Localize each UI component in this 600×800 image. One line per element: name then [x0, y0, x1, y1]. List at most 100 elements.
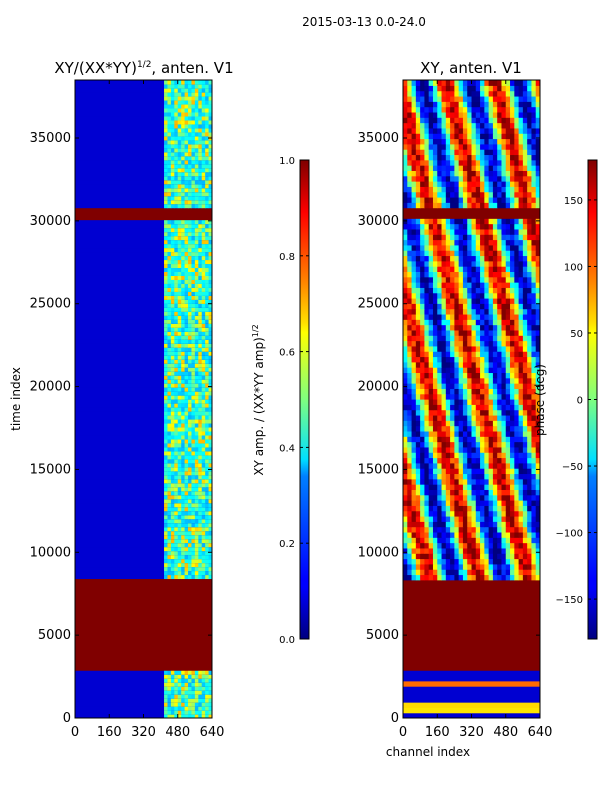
- left-heat-cell: [170, 450, 175, 456]
- left-heat-cell: [208, 678, 212, 683]
- right-heat-cell: [441, 250, 447, 257]
- right-heat-cell: [522, 409, 528, 416]
- left-heat-cell: [184, 670, 189, 675]
- left-heat-cell: [201, 454, 206, 460]
- left-heat-cell: [177, 550, 182, 556]
- left-heat-cell: [208, 151, 212, 157]
- left-heat-cell: [198, 315, 203, 320]
- left-heat-cell: [201, 546, 206, 552]
- right-heat-cell: [535, 239, 540, 246]
- left-heat-cell: [208, 418, 212, 424]
- left-heat-row: [75, 614, 212, 619]
- right-heat-cell: [501, 106, 507, 113]
- left-heat-cell: [201, 307, 206, 312]
- left-heat-cell: [181, 379, 186, 384]
- right-heat-cell: [437, 367, 443, 374]
- right-heat-cell: [488, 250, 494, 257]
- right-heat-cell: [484, 122, 490, 129]
- right-heat-cell: [411, 292, 417, 299]
- right-heat-cell: [428, 457, 434, 464]
- right-heat-cell: [505, 515, 511, 522]
- left-heat-cell: [164, 410, 168, 416]
- right-heat-cell: [514, 287, 520, 294]
- left-heat-cell: [194, 550, 199, 556]
- right-heat-cell: [518, 95, 524, 102]
- left-heat-cell: [164, 470, 168, 476]
- left-heat-row: [75, 159, 212, 165]
- right-heat-cell: [501, 95, 507, 102]
- right-heat-cell: [488, 478, 494, 485]
- left-heat-cell: [208, 231, 212, 237]
- right-heat-cell: [501, 414, 507, 421]
- right-heat-cell: [441, 287, 447, 294]
- right-heat-cell: [445, 569, 451, 576]
- right-heat-cell: [518, 271, 524, 278]
- left-heat-cell: [181, 410, 186, 416]
- right-heat-cell: [432, 138, 438, 145]
- right-heat-cell: [497, 308, 502, 315]
- left-heat-cell: [201, 331, 206, 336]
- right-heat-cell: [471, 500, 477, 506]
- right-heat-cell: [420, 558, 425, 565]
- right-heat-cell: [458, 473, 464, 480]
- right-heat-cell: [458, 446, 464, 453]
- right-heat-cell: [535, 181, 540, 187]
- right-heat-cell: [411, 111, 417, 118]
- right-heat-cell: [411, 478, 417, 485]
- left-heat-cell: [184, 339, 189, 344]
- right-heat-cell: [480, 143, 485, 150]
- right-heat-cell: [458, 181, 464, 187]
- right-heat-cell: [437, 223, 443, 230]
- right-heat-cell: [484, 149, 490, 156]
- right-heat-cell: [471, 149, 477, 156]
- left-heat-cell: [208, 502, 212, 508]
- left-heat-cell: [174, 95, 179, 101]
- right-heat-cell: [497, 303, 502, 310]
- right-heat-cell: [475, 223, 481, 230]
- left-heat-cell: [167, 279, 172, 284]
- left-heat-cell: [205, 546, 210, 552]
- right-heat-cell: [437, 361, 443, 368]
- left-heat-cell: [205, 119, 210, 125]
- right-heat-cell: [471, 420, 477, 427]
- right-heat-cell: [514, 282, 520, 288]
- right-heat-cell: [403, 324, 408, 331]
- left-heat-cell: [205, 682, 210, 687]
- left-heat-row: [75, 195, 212, 201]
- left-heat-cell: [191, 454, 196, 460]
- left-heat-cell: [194, 103, 199, 109]
- left-heat-row: [75, 486, 212, 492]
- right-heat-cell: [510, 510, 515, 517]
- left-heat-cell: [167, 223, 172, 229]
- right-heat-cell: [424, 558, 430, 565]
- left-heat-cell: [167, 107, 172, 113]
- right-heat-cell: [428, 356, 434, 363]
- left-heat-cell: [184, 159, 189, 165]
- left-heat-cell: [174, 171, 179, 177]
- left-heat-cell: [170, 474, 175, 480]
- right-heat-cell: [514, 393, 520, 400]
- left-heat-cell: [177, 91, 182, 97]
- right-heat-cell: [497, 117, 502, 124]
- right-heat-cell: [424, 340, 430, 347]
- left-heat-cell: [164, 678, 168, 683]
- right-heat-cell: [522, 117, 528, 124]
- right-heat-cell: [437, 531, 443, 538]
- right-heat-cell: [462, 324, 468, 331]
- right-heat-cell: [450, 292, 455, 299]
- right-heat-cell: [531, 563, 537, 570]
- right-heat-cell: [458, 372, 464, 379]
- right-heat-cell: [510, 409, 515, 416]
- left-heat-cell: [198, 375, 203, 380]
- right-heat-cell: [445, 356, 451, 363]
- left-heat-cell: [184, 406, 189, 412]
- right-heat-cell: [432, 287, 438, 294]
- right-heat-cell: [454, 101, 460, 108]
- right-heat-cell: [514, 489, 520, 496]
- left-heat-cell: [188, 678, 192, 683]
- left-heat-cell: [188, 466, 192, 472]
- left-heat-cell: [177, 706, 182, 711]
- left-heat-cell: [170, 698, 175, 703]
- left-heat-cell: [184, 554, 189, 560]
- right-heat-cell: [403, 356, 408, 363]
